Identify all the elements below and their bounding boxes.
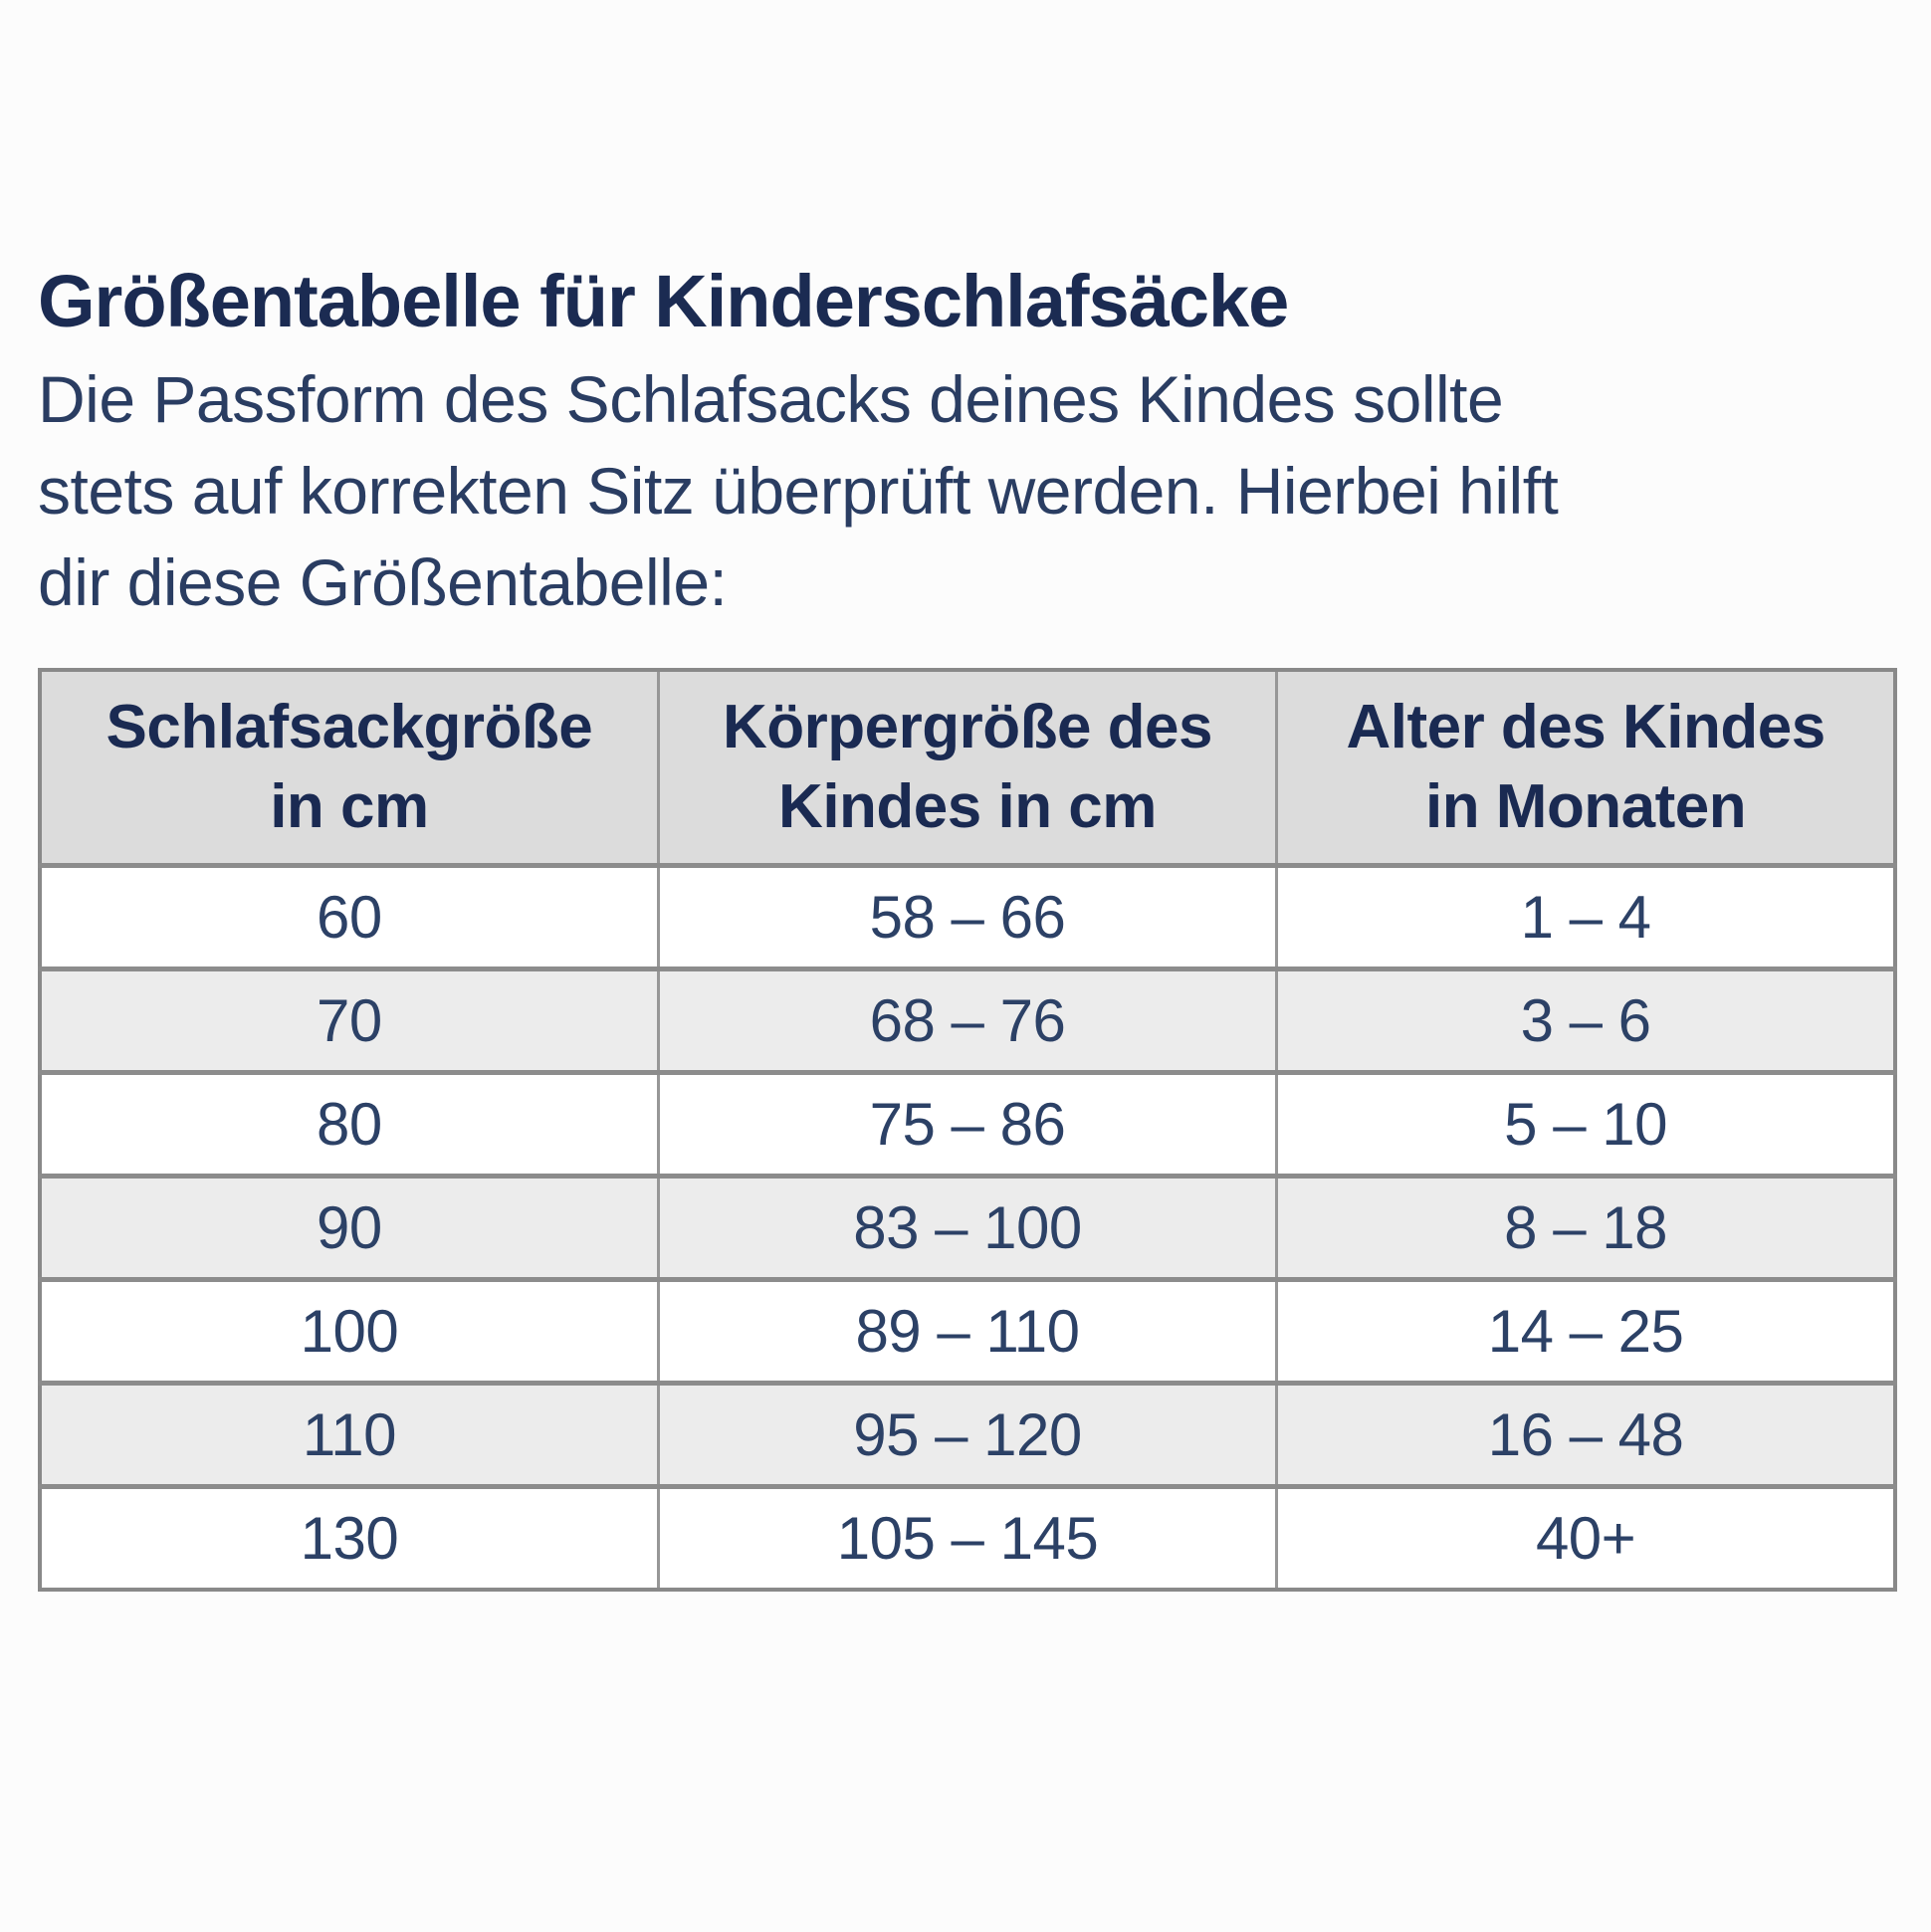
cell-body-height: 68 – 76 [656, 968, 1277, 1072]
cell-body-height: 75 – 86 [656, 1072, 1277, 1176]
cell-body-height: 89 – 110 [656, 1279, 1277, 1383]
cell-body-height: 58 – 66 [656, 865, 1277, 968]
table-row: 130 105 – 145 40+ [40, 1486, 1895, 1590]
table-row: 110 95 – 120 16 – 48 [40, 1383, 1895, 1486]
size-table-header: Schlafsackgröße in cm Körpergröße des Ki… [40, 670, 1895, 865]
cell-bag-size: 70 [317, 986, 382, 1054]
header-cell-child-age: Alter des Kindes in Monaten [1275, 670, 1895, 865]
intro-paragraph: Die Passform des Schlafsacks deines Kind… [38, 353, 1897, 628]
cell-body-height: 83 – 100 [656, 1176, 1277, 1279]
table-row: 60 58 – 66 1 – 4 [40, 865, 1895, 968]
cell-age-months: 14 – 25 [1275, 1279, 1895, 1383]
header-line: Kindes in cm [778, 771, 1157, 841]
table-row: 90 83 – 100 8 – 18 [40, 1176, 1895, 1279]
cell-bag-size: 130 [300, 1504, 399, 1572]
page-content: Größentabelle für Kinderschlafsäcke Die … [38, 260, 1897, 1592]
cell-age-months: 8 – 18 [1275, 1176, 1895, 1279]
intro-line: dir diese Größentabelle: [38, 545, 728, 619]
cell-bag-size: 80 [317, 1090, 382, 1158]
cell-body-height: 105 – 145 [656, 1486, 1277, 1590]
table-row: 80 75 – 86 5 – 10 [40, 1072, 1895, 1176]
cell-age-months: 40+ [1275, 1486, 1895, 1590]
cell-age-months: 3 – 6 [1275, 968, 1895, 1072]
table-row: 100 89 – 110 14 – 25 [40, 1279, 1895, 1383]
intro-line: Die Passform des Schlafsacks deines Kind… [38, 362, 1504, 436]
cell-bag-size: 110 [302, 1400, 397, 1468]
header-line: in Monaten [1424, 771, 1747, 841]
header-line: in cm [270, 771, 429, 841]
header-cell-sleeping-bag-size: Schlafsackgröße in cm [40, 670, 658, 865]
intro-line: stets auf korrekten Sitz überprüft werde… [38, 454, 1559, 528]
size-table-body: 60 58 – 66 1 – 4 70 68 – 76 3 – 6 80 75 … [40, 865, 1895, 1590]
header-line: Alter des Kindes [1346, 692, 1825, 761]
header-cell-child-height: Körpergröße des Kindes in cm [656, 670, 1277, 865]
header-line: Schlafsackgröße [106, 692, 593, 761]
page-title: Größentabelle für Kinderschlafsäcke [38, 260, 1289, 342]
header-row: Schlafsackgröße in cm Körpergröße des Ki… [40, 670, 1895, 865]
cell-bag-size: 100 [300, 1297, 399, 1365]
cell-body-height: 95 – 120 [656, 1383, 1277, 1486]
cell-bag-size: 60 [317, 883, 382, 951]
cell-bag-size: 90 [317, 1193, 382, 1261]
cell-age-months: 1 – 4 [1275, 865, 1895, 968]
cell-age-months: 5 – 10 [1275, 1072, 1895, 1176]
size-table: Schlafsackgröße in cm Körpergröße des Ki… [38, 668, 1897, 1592]
cell-age-months: 16 – 48 [1275, 1383, 1895, 1486]
table-row: 70 68 – 76 3 – 6 [40, 968, 1895, 1072]
header-line: Körpergröße des [722, 692, 1213, 761]
